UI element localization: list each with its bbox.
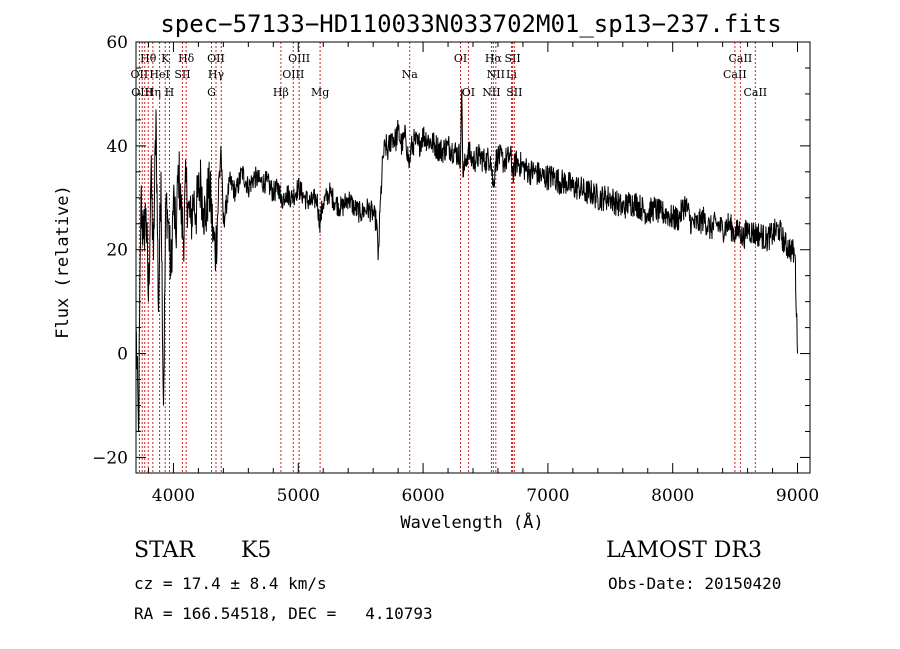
spectral-line-label: OIII bbox=[131, 86, 153, 99]
spectral-line-label: SII bbox=[506, 86, 522, 99]
spectral-line-label: NII bbox=[482, 86, 500, 99]
spectral-line-label: K bbox=[161, 52, 170, 65]
spectral-line-label: OIII bbox=[282, 68, 304, 81]
x-tick-label: 6000 bbox=[401, 486, 444, 506]
spectral-line-label: CaII bbox=[723, 68, 747, 81]
spectral-line-label: Hβ bbox=[273, 86, 289, 99]
x-tick-label: 5000 bbox=[277, 486, 320, 506]
spectral-line-label: SII bbox=[504, 52, 520, 65]
spectral-line-label: G bbox=[207, 86, 216, 99]
object-subclass: K5 bbox=[241, 538, 272, 563]
spectral-line-label: Li bbox=[506, 68, 517, 81]
object-class: STAR bbox=[134, 538, 195, 563]
spectral-line-label: CaII bbox=[743, 86, 767, 99]
x-tick-label: 9000 bbox=[776, 486, 819, 506]
spectral-line-label: OIII bbox=[288, 52, 310, 65]
spectrum-series bbox=[135, 88, 798, 432]
survey-name: LAMOST DR3 bbox=[606, 538, 762, 563]
x-axis-label: Wavelength (Å) bbox=[400, 511, 543, 533]
spectral-line-label: Hθ bbox=[140, 52, 157, 65]
observation-date: Obs-Date: 20150420 bbox=[608, 574, 782, 593]
spectral-line-label: Hη bbox=[145, 86, 161, 99]
plot-frame bbox=[135, 41, 811, 474]
spectrum-line bbox=[135, 88, 798, 432]
chart-title: spec−57133−HD110033N033702M01_sp13−237.f… bbox=[160, 10, 781, 38]
spectral-line-label: OI bbox=[462, 86, 475, 99]
y-tick-label: 0 bbox=[117, 345, 128, 365]
coordinates-readout: RA = 166.54518, DEC = 4.10793 bbox=[134, 604, 433, 623]
spectral-line-label: OII bbox=[207, 52, 225, 65]
x-tick-label: 8000 bbox=[651, 486, 694, 506]
spectral-line-label: NII bbox=[487, 68, 505, 81]
x-tick-label: 4000 bbox=[152, 486, 195, 506]
y-tick-label: 40 bbox=[106, 137, 128, 157]
spectral-line-label: Mg bbox=[311, 86, 329, 99]
x-tick-label: 7000 bbox=[526, 486, 569, 506]
spectral-line-label: Hα bbox=[485, 52, 503, 65]
y-axis-label: Flux (relative) bbox=[53, 185, 73, 339]
spectral-line-label: OI bbox=[454, 52, 467, 65]
y-tick-label: 20 bbox=[106, 241, 128, 261]
y-axis-ticks: −20 0 20 40 60 bbox=[92, 33, 810, 468]
spectral-line-label: Hδ bbox=[178, 52, 195, 65]
spectral-line-markers bbox=[138, 42, 756, 473]
spectral-line-label: HeI bbox=[149, 68, 169, 81]
spectral-line-label: H bbox=[165, 86, 175, 99]
spectral-line-label: OII bbox=[131, 68, 149, 81]
y-tick-label: 60 bbox=[106, 33, 128, 53]
spectral-line-label: Hγ bbox=[208, 68, 225, 81]
spectral-line-label: Na bbox=[402, 68, 419, 81]
spectral-line-label: SII bbox=[174, 68, 190, 81]
y-tick-label: −20 bbox=[92, 448, 128, 468]
x-axis-ticks: 4000 5000 6000 7000 8000 9000 bbox=[147, 42, 819, 506]
redshift-readout: cz = 17.4 ± 8.4 km/s bbox=[134, 574, 327, 593]
spectral-line-label: CaII bbox=[729, 52, 753, 65]
